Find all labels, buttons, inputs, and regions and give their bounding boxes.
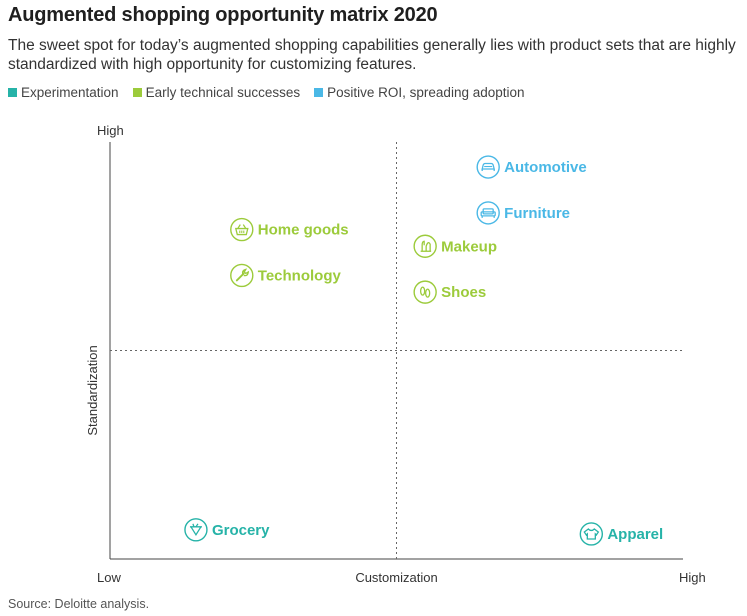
x-axis-low-label: Low <box>97 570 121 585</box>
legend-label-experimentation: Experimentation <box>21 85 119 100</box>
point-marker <box>230 217 254 242</box>
point-label: Apparel <box>607 526 663 543</box>
legend-swatch-experimentation <box>8 88 17 97</box>
shirt-icon <box>583 528 600 540</box>
legend-swatch-positive <box>314 88 324 97</box>
point-label: Grocery <box>212 522 270 539</box>
point-marker <box>579 522 604 546</box>
legend-item-positive: Positive ROI, spreading adoption <box>314 85 525 100</box>
point-marker <box>413 234 437 258</box>
point-label: Makeup <box>441 238 497 255</box>
car-icon <box>481 162 496 172</box>
shoes-icon <box>419 286 431 298</box>
point-label: Technology <box>258 267 342 284</box>
legend-swatch-early <box>132 88 142 97</box>
data-point-shoes: Shoes <box>413 280 486 304</box>
legend-item-experimentation: Experimentation <box>8 85 119 100</box>
y-axis-title: Standardization <box>85 345 100 435</box>
data-point-makeup: Makeup <box>413 234 497 258</box>
sofa-icon <box>480 208 496 218</box>
x-axis-high-label: High <box>679 570 706 585</box>
point-label: Home goods <box>258 222 349 239</box>
data-point-automotive: Automotive <box>476 155 587 179</box>
source-note: Source: Deloitte analysis. <box>8 597 150 611</box>
grocery-icon <box>189 523 202 537</box>
point-label: Furniture <box>504 205 570 222</box>
data-point-apparel: Apparel <box>579 522 663 546</box>
point-label: Shoes <box>441 284 486 301</box>
data-point-grocery: Grocery <box>184 518 270 542</box>
y-axis-high-label: High <box>97 123 124 138</box>
chart-title: Augmented shopping opportunity matrix 20… <box>8 4 438 26</box>
legend: Experimentation Early technical successe… <box>8 85 525 100</box>
basket-icon <box>234 224 249 236</box>
legend-label-early: Early technical successes <box>145 85 301 100</box>
data-point-technology: Technology <box>230 263 342 288</box>
data-point-furniture: Furniture <box>476 201 570 225</box>
point-label: Automotive <box>504 159 587 176</box>
legend-label-positive: Positive ROI, spreading adoption <box>327 85 525 100</box>
point-marker <box>184 518 208 542</box>
x-axis-title: Customization <box>355 570 437 585</box>
data-point-home-goods: Home goods <box>230 217 349 242</box>
data-points: Automotive Furniture Home goods Makeup Techn… <box>184 155 663 546</box>
makeup-icon <box>420 240 432 252</box>
wrench-icon <box>235 268 250 282</box>
legend-item-early: Early technical successes <box>132 85 301 100</box>
chart-subtitle: The sweet spot for today’s augmented sho… <box>8 37 736 73</box>
point-marker <box>476 201 500 225</box>
